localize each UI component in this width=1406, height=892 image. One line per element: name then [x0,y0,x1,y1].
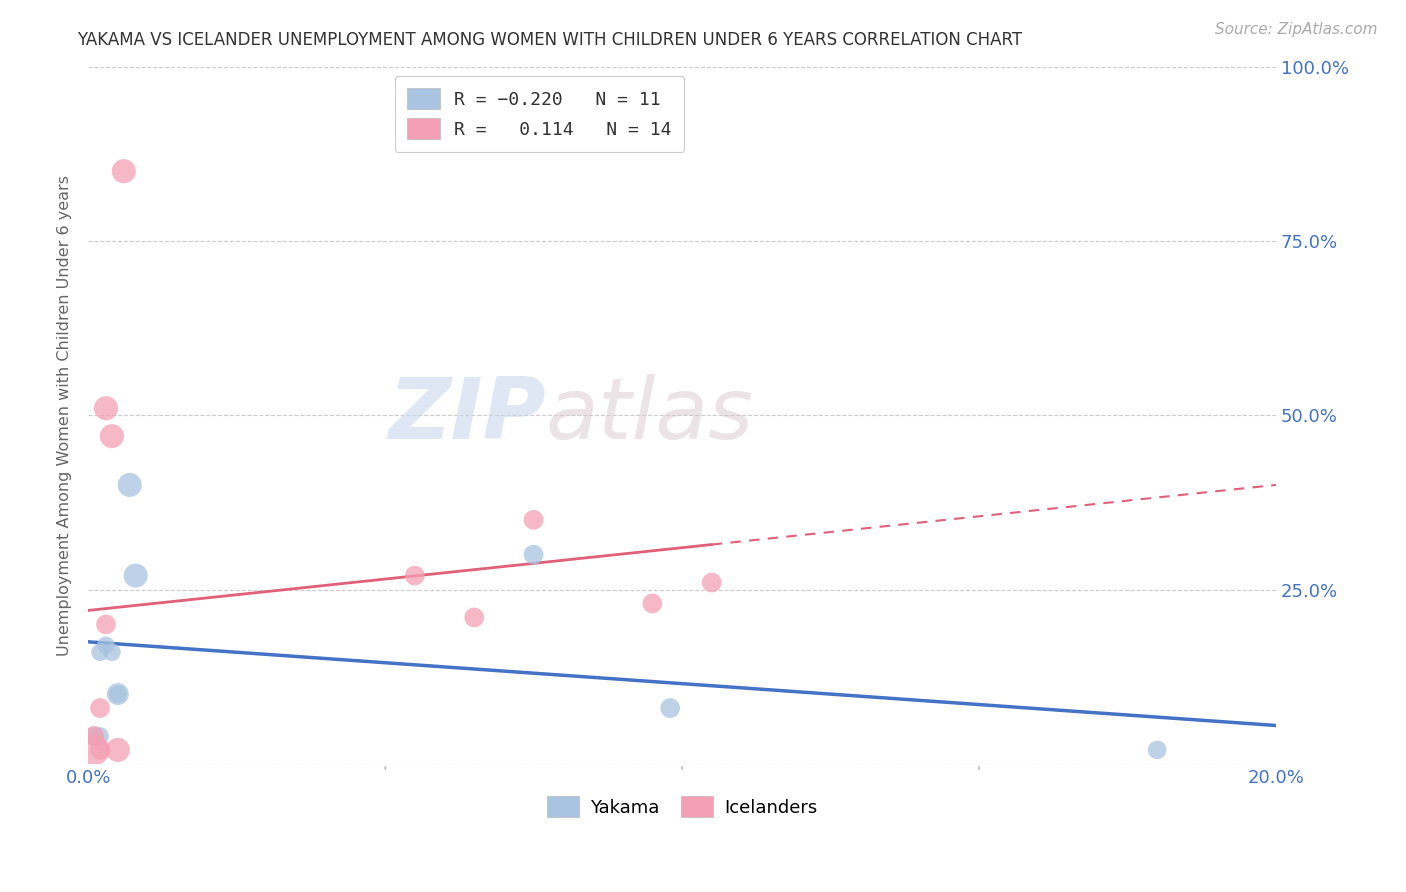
Point [83,729,105,743]
Text: Source: ZipAtlas.com: Source: ZipAtlas.com [1215,22,1378,37]
Point [83,743,105,757]
Point [107,687,129,701]
Text: atlas: atlas [546,374,754,457]
Point [523,548,546,562]
Point [94,401,117,416]
Legend: Yakama, Icelanders: Yakama, Icelanders [540,789,825,824]
Point [700,575,723,590]
Point [101,645,124,659]
Point [107,687,129,701]
Point [89,743,111,757]
Point [641,597,664,611]
Y-axis label: Unemployment Among Women with Children Under 6 years: Unemployment Among Women with Children U… [58,175,72,656]
Point [107,743,129,757]
Text: YAKAMA VS ICELANDER UNEMPLOYMENT AMONG WOMEN WITH CHILDREN UNDER 6 YEARS CORRELA: YAKAMA VS ICELANDER UNEMPLOYMENT AMONG W… [77,31,1022,49]
Point [659,701,682,715]
Point [89,701,111,715]
Point [118,478,141,492]
Point [94,638,117,652]
Point [112,164,135,178]
Point [101,429,124,443]
Point [89,729,111,743]
Point [94,617,117,632]
Text: ZIP: ZIP [388,374,546,457]
Point [89,645,111,659]
Point [124,568,146,582]
Point [523,513,546,527]
Point [404,568,426,582]
Point [83,729,105,743]
Point [1146,743,1168,757]
Point [463,610,485,624]
